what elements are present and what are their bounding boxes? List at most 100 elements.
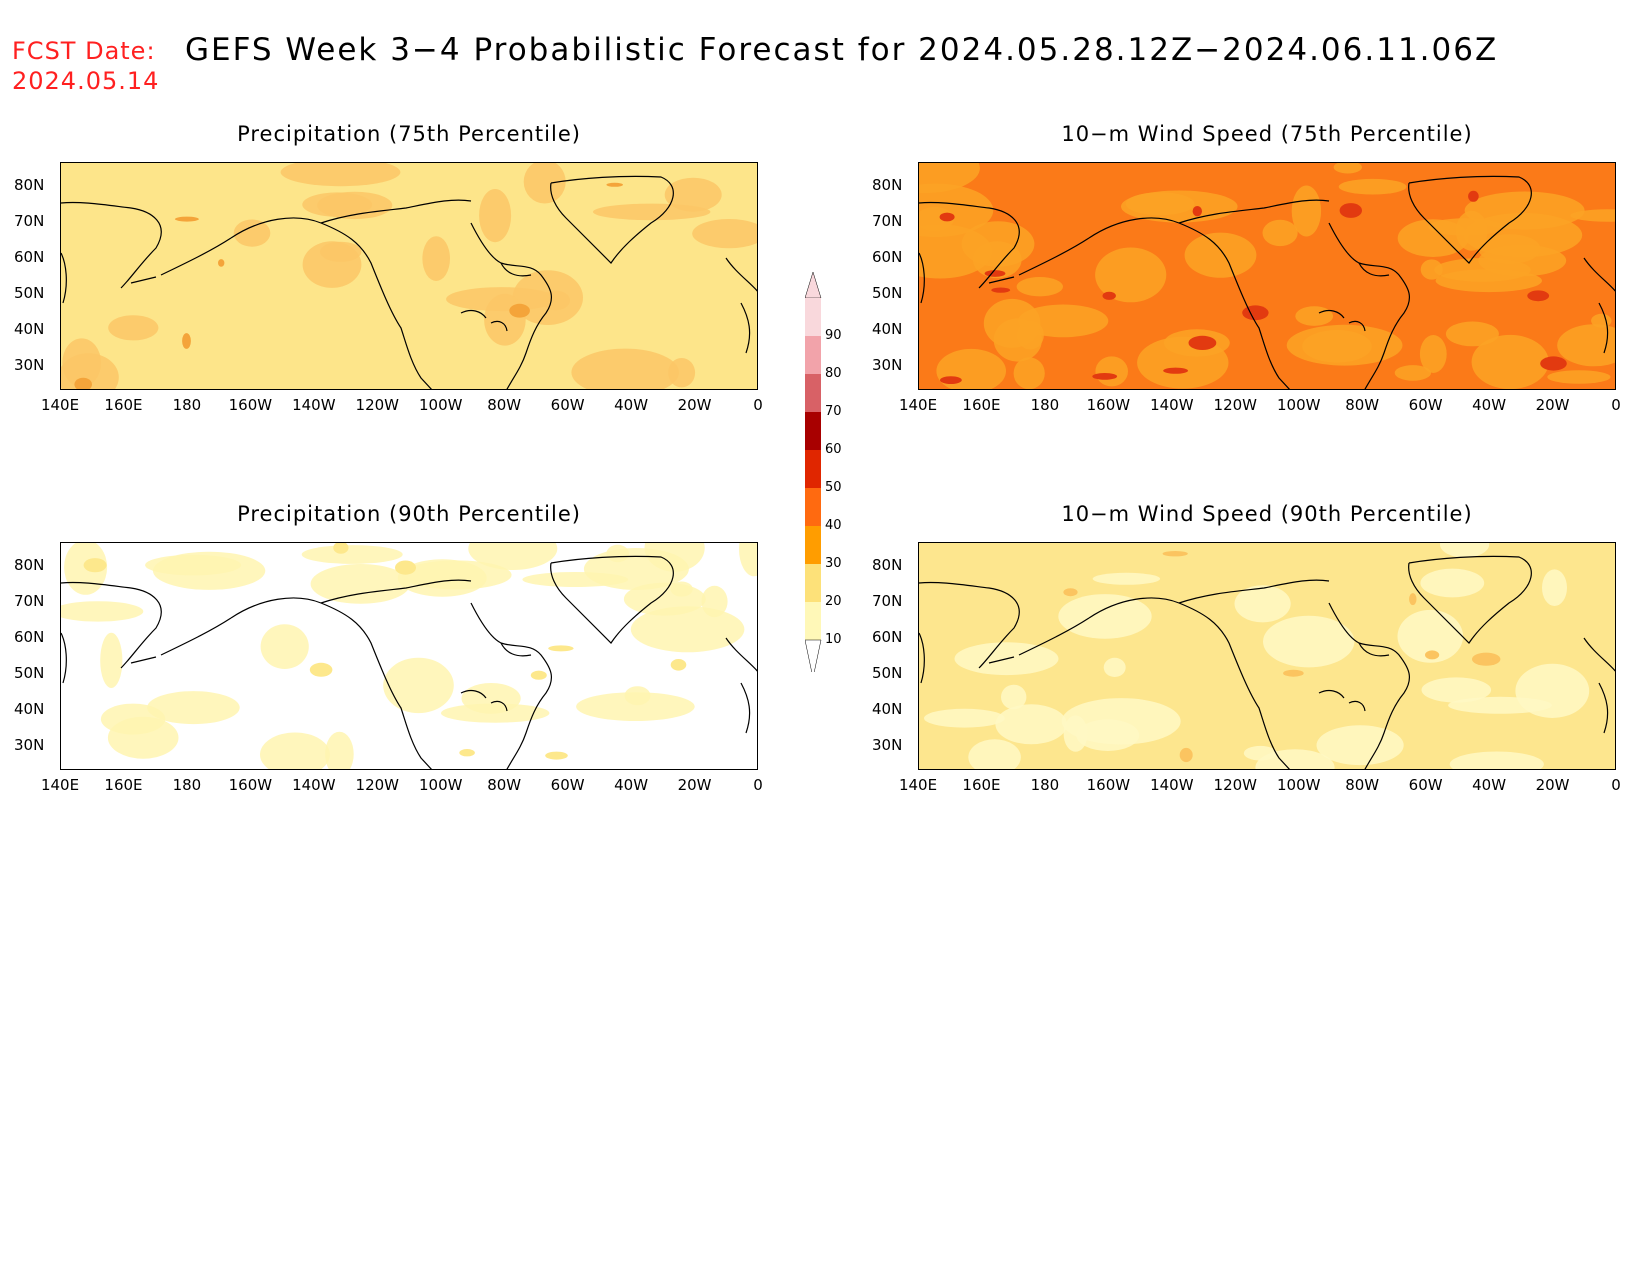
forecast-date-value: 2024.05.14: [12, 67, 160, 95]
contour-patch: [593, 203, 711, 221]
contour-patch-high: [1092, 373, 1118, 380]
colorbar-swatch: [805, 450, 821, 488]
contour-patch-high: [459, 749, 475, 757]
contour-patch: [1471, 334, 1549, 389]
contour-patch: [1001, 684, 1027, 710]
lon-tick-label: 180: [172, 396, 202, 414]
lon-tick-label: 60W: [550, 396, 585, 414]
contour-patch: [1291, 185, 1322, 237]
contour-patch: [664, 177, 722, 212]
coastline: [919, 201, 1020, 304]
colorbar-swatch: [805, 298, 821, 336]
contour-patch: [1445, 321, 1499, 347]
lat-tick-label: 40N: [872, 320, 903, 338]
lat-tick-label: 30N: [872, 356, 903, 374]
coastline: [1358, 262, 1390, 277]
contour-patch: [1063, 715, 1088, 752]
contour-patch: [280, 163, 401, 187]
colorbar-level-label: 40: [825, 518, 842, 533]
coastline: [550, 175, 674, 264]
contour-patch-high: [984, 270, 1006, 277]
contour-patch: [1095, 356, 1128, 387]
coastline: [1583, 257, 1615, 354]
contour-patch-high: [1179, 747, 1193, 763]
coastline: [1088, 597, 1290, 769]
lat-tick-label: 50N: [872, 664, 903, 682]
coastline: [725, 257, 757, 354]
contour-patch-high: [1162, 551, 1188, 557]
contour-patch: [1440, 543, 1490, 558]
coastline: [1408, 175, 1532, 264]
contour-patch: [147, 691, 240, 725]
coastline: [1358, 642, 1390, 657]
contour-patch: [1316, 725, 1404, 766]
contour-patch: [1095, 247, 1167, 303]
contour-patch: [1420, 259, 1443, 280]
contour-patch: [260, 732, 330, 769]
coastline: [470, 222, 553, 389]
lon-tick-label: 180: [1030, 396, 1060, 414]
map-field: [919, 543, 1615, 769]
contour-patch: [61, 353, 119, 389]
contour-patch-high: [1242, 305, 1269, 321]
panel-wind-90: 10−m Wind Speed (90th Percentile) 80N 70N…: [858, 502, 1621, 802]
lon-tick-label: 40W: [614, 396, 649, 414]
contour-patch: [401, 560, 512, 590]
contour-patch-high: [1102, 291, 1116, 300]
contour-patch: [301, 545, 403, 564]
lon-tick-label: 120W: [1213, 396, 1257, 414]
contour-patch: [383, 657, 454, 714]
coastline: [1178, 579, 1330, 604]
lat-tick-label: 70N: [872, 592, 903, 610]
coastline: [130, 237, 232, 284]
contour-patch: [479, 189, 512, 243]
contour-patch: [468, 543, 558, 570]
contour-patch: [1333, 163, 1362, 174]
lon-tick-label: 20W: [1535, 396, 1570, 414]
contour-patch: [1016, 277, 1063, 297]
coastline: [230, 597, 432, 769]
coastline: [460, 309, 508, 332]
coastline: [1408, 555, 1532, 644]
colorbar-legend: 90 80 70 60 50 40 30 20 10: [805, 272, 865, 682]
lon-tick-label: 140E: [40, 776, 80, 794]
lon-tick-label: 160W: [1086, 396, 1131, 414]
contour-patch: [1103, 657, 1126, 677]
coastline: [1178, 199, 1330, 224]
colorbar-top-arrow: [805, 272, 822, 299]
lon-tick-label: 100W: [418, 776, 463, 794]
contour-patch: [1016, 320, 1044, 350]
lon-tick-label: 40W: [614, 776, 649, 794]
coastline: [988, 617, 1090, 664]
lon-tick-label: 180: [1030, 776, 1060, 794]
contour-patch: [61, 601, 144, 622]
coastline: [1318, 309, 1366, 332]
contour-patch-high: [991, 287, 1011, 293]
forecast-date-caption: FCST Date:: [12, 37, 156, 65]
contour-patch: [919, 224, 993, 279]
coastline: [1328, 602, 1411, 769]
colorbar-swatches: [805, 272, 822, 672]
panel-wind-75: 10−m Wind Speed (75th Percentile) 80N 70N…: [858, 122, 1621, 422]
contour-patch: [1547, 370, 1611, 384]
contour-patch: [1125, 192, 1195, 216]
coastline: [919, 581, 1020, 684]
contour-patch: [1302, 330, 1372, 363]
colorbar-level-label: 90: [825, 328, 842, 343]
contour-patch-high: [1527, 290, 1550, 302]
contour-patch: [1448, 696, 1552, 714]
lon-tick-label: 180: [172, 776, 202, 794]
coastline: [130, 617, 232, 664]
contour-patch: [1434, 258, 1531, 282]
lat-tick-label: 80N: [872, 176, 903, 194]
lon-tick-label: 100W: [1276, 776, 1321, 794]
contour-patch: [1295, 306, 1334, 326]
contour-patch-high: [548, 645, 574, 652]
contour-patch: [100, 632, 123, 688]
colorbar-bottom-arrow: [805, 639, 822, 672]
contour-patch-high: [1540, 356, 1567, 371]
contour-patch-high: [1163, 367, 1188, 374]
lon-tick-label: 0: [753, 776, 763, 794]
contour-patch: [1263, 615, 1355, 668]
map-precip-75: [60, 162, 758, 390]
